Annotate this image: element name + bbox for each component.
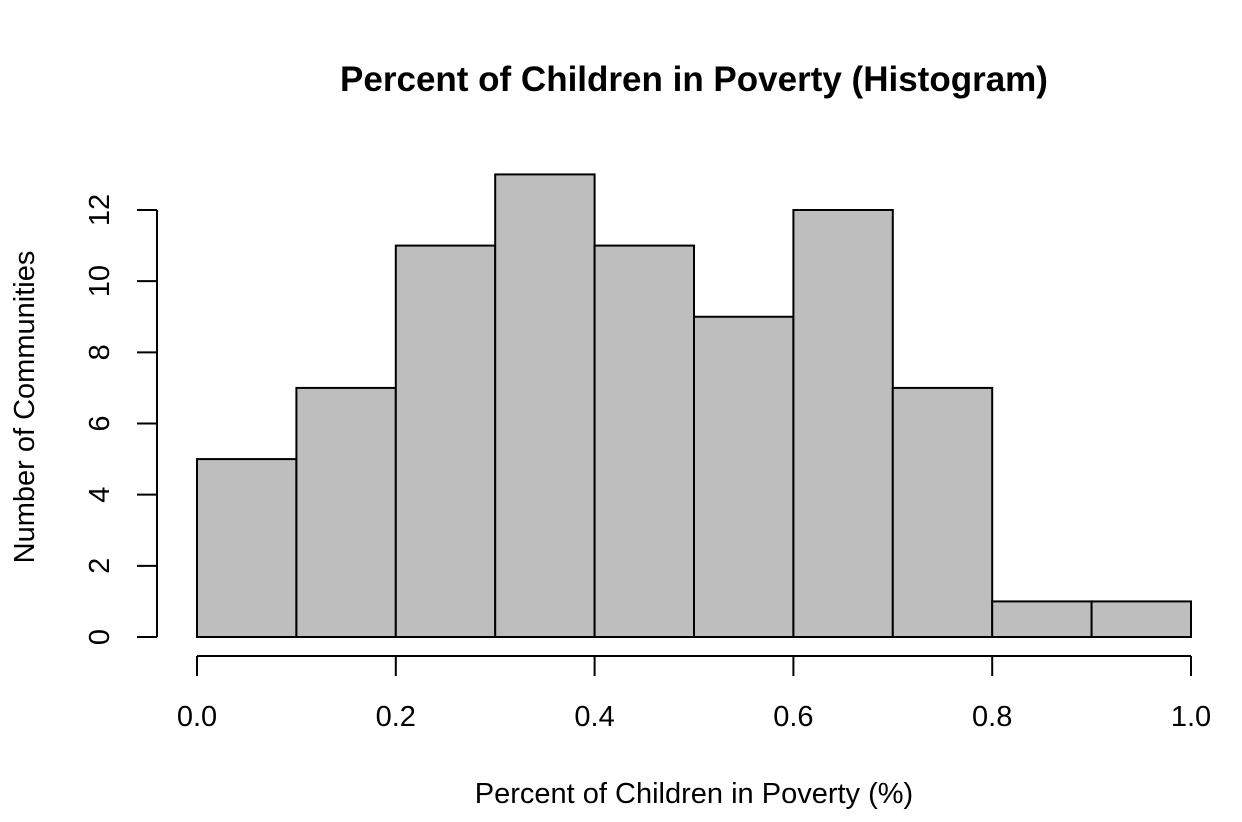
- y-tick-label: 8: [84, 344, 116, 360]
- histogram-bar-3: [494, 173, 596, 639]
- histogram-bar-0: [196, 458, 298, 639]
- y-axis: 0 2 4 6 8 10 12: [84, 194, 158, 645]
- x-tick-label: 0.0: [177, 701, 217, 733]
- x-axis-label: Percent of Children in Poverty (%): [475, 778, 913, 810]
- y-tick-label: 2: [84, 558, 116, 574]
- histogram-bar-7: [891, 386, 994, 638]
- histogram-bar-5: [693, 315, 795, 638]
- histogram-bar-1: [295, 386, 397, 638]
- x-tick-label: 0.6: [773, 701, 813, 733]
- histogram-bar-6: [792, 209, 894, 638]
- histogram-bar-9: [1090, 600, 1192, 639]
- y-tick-label: 4: [84, 487, 116, 503]
- y-tick-label: 0: [84, 629, 116, 645]
- x-tick-label: 0.8: [972, 701, 1012, 733]
- chart-title: Percent of Children in Poverty (Histogra…: [340, 60, 1048, 99]
- x-tick-label: 0.2: [376, 701, 416, 733]
- y-tick-label: 6: [84, 415, 116, 431]
- y-tick-label: 10: [84, 265, 116, 297]
- histogram-bar-4: [593, 244, 695, 638]
- histogram-bar-8: [991, 600, 1093, 639]
- x-tick-label: 0.4: [574, 701, 614, 733]
- histogram-bar-2: [394, 244, 497, 638]
- y-tick-label: 12: [84, 194, 116, 226]
- y-axis-label: Number of Communities: [9, 251, 41, 564]
- x-tick-label: 1.0: [1171, 701, 1211, 733]
- bars-group: [196, 173, 1192, 639]
- x-axis: 0.0 0.2 0.4 0.6 0.8 1.0: [177, 655, 1211, 733]
